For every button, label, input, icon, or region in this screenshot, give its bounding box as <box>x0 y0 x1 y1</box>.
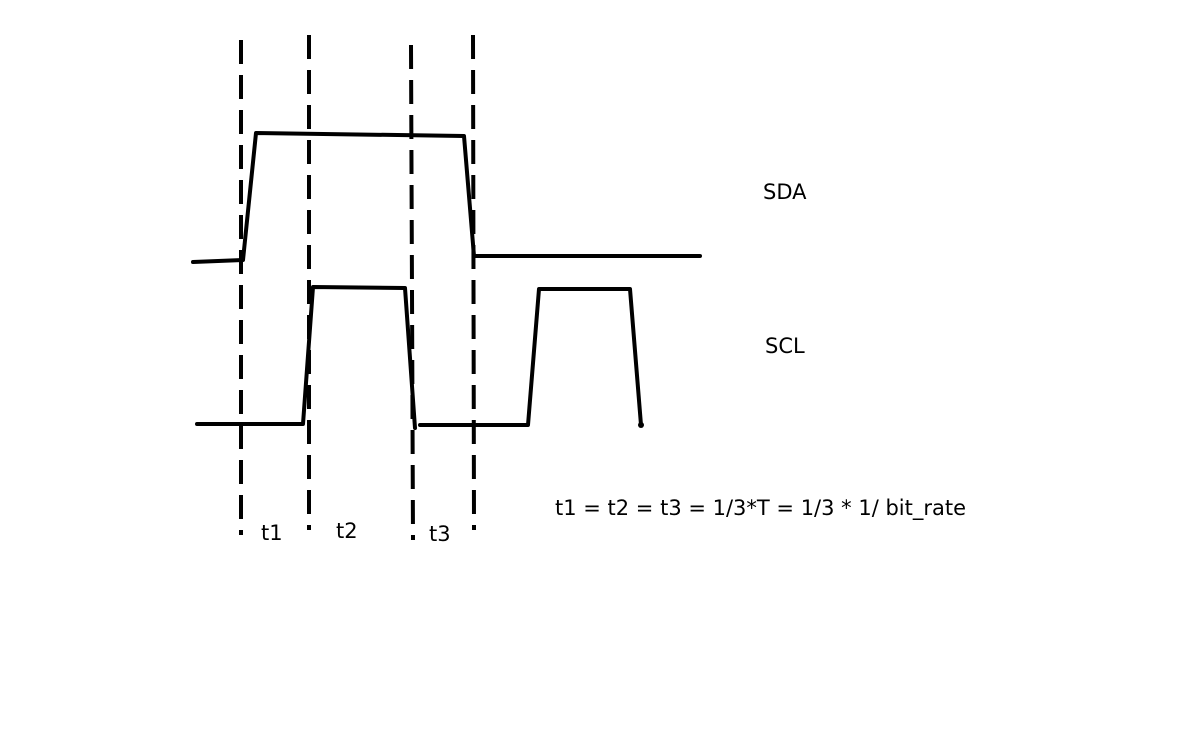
sda-label: SDA <box>763 180 807 204</box>
timing-formula: t1 = t2 = t3 = 1/3*T = 1/3 * 1/ bit_rate <box>555 496 966 521</box>
time-markers <box>239 34 476 541</box>
sda-waveform <box>191 131 702 264</box>
scl-waveform-second-pulse <box>418 287 643 427</box>
scl-end-dot <box>638 422 644 428</box>
scl-waveform <box>195 285 417 430</box>
time-marker-4 <box>471 34 476 531</box>
scl-label: SCL <box>765 334 805 358</box>
interval-label-t2: t2 <box>336 519 358 543</box>
time-marker-3 <box>409 44 415 541</box>
interval-label-t1: t1 <box>261 521 283 545</box>
interval-label-t3: t3 <box>429 522 451 546</box>
